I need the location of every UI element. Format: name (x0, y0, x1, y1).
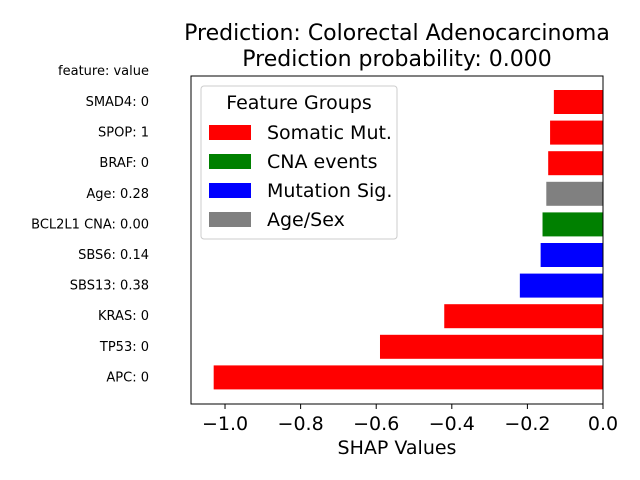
y-label-8: TP53: 0 (99, 340, 149, 355)
y-label-9: APC: 0 (106, 370, 149, 385)
plot-frame (190, 75, 604, 405)
bar-9 (213, 365, 603, 390)
legend-label-3: Age/Sex (267, 209, 345, 231)
y-label-0: SMAD4: 0 (86, 95, 149, 110)
legend-swatch-3 (209, 212, 251, 227)
x-tick-label-2: −0.6 (353, 413, 399, 435)
y-label-5: SBS6: 0.14 (78, 248, 149, 263)
ylabel-header: feature: value (58, 64, 149, 79)
x-tick-label-3: −0.4 (429, 413, 475, 435)
y-label-6: SBS13: 0.38 (70, 279, 149, 294)
y-tick-labels: SMAD4: 0 SPOP: 1 BRAF: 0 Age: 0.28 BCL2L1 CN… (31, 95, 149, 385)
bar-2 (548, 151, 603, 176)
chart-subtitle: Prediction probability: 0.000 (242, 47, 551, 72)
bar-0 (553, 90, 603, 114)
x-tick-label-5: 0.0 (588, 413, 618, 435)
bar-6 (519, 273, 603, 298)
bar-8 (379, 334, 603, 359)
legend-swatch-0 (209, 125, 251, 140)
y-label-7: KRAS: 0 (98, 309, 149, 324)
legend-label-2: Mutation Sig. (267, 180, 392, 202)
x-tick-label-1: −0.8 (278, 413, 324, 435)
x-axis-label: SHAP Values (338, 437, 457, 459)
legend-label-1: CNA events (267, 151, 378, 173)
bar-3 (546, 181, 603, 206)
legend-swatch-1 (209, 154, 251, 169)
bar-4 (542, 212, 603, 237)
bar-5 (540, 243, 603, 267)
y-label-1: SPOP: 1 (98, 126, 149, 141)
y-label-4: BCL2L1 CNA: 0.00 (31, 217, 149, 232)
bar-1 (550, 120, 603, 145)
legend-frame (200, 85, 398, 240)
y-label-3: Age: 0.28 (86, 187, 149, 202)
bars-group (213, 90, 603, 390)
bar-7 (444, 304, 603, 329)
x-tick-label-4: −0.2 (504, 413, 550, 435)
chart-title: Prediction: Colorectal Adenocarcinoma (184, 21, 610, 46)
legend-label-0: Somatic Mut. (267, 122, 392, 144)
legend: Feature Groups Somatic Mut. CNA events Muta… (200, 85, 398, 240)
x-tick-label-0: −1.0 (202, 413, 248, 435)
legend-swatch-2 (209, 183, 251, 198)
x-ticks: −1.0 −0.8 −0.6 −0.4 −0.2 0.0 (202, 404, 618, 435)
legend-title: Feature Groups (226, 92, 372, 114)
y-label-2: BRAF: 0 (99, 156, 149, 171)
